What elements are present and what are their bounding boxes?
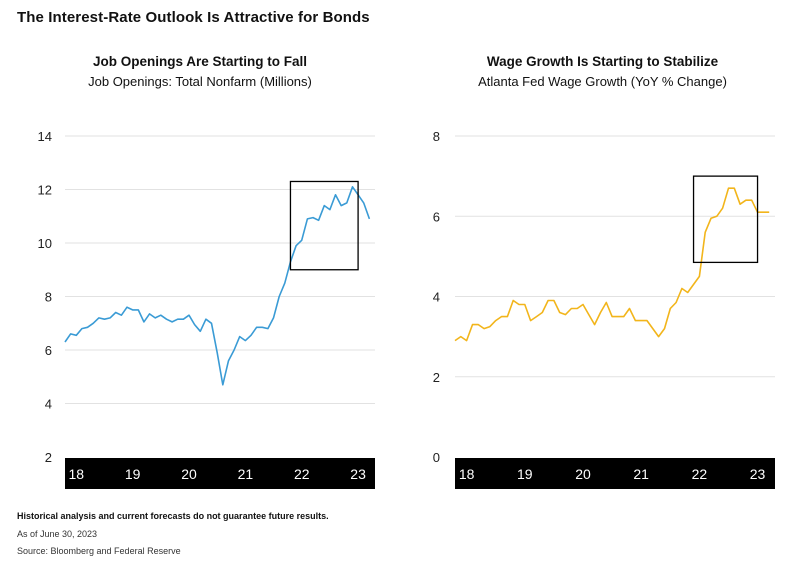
wage-growth-plot: 0 2 4 6 8 18 19 20 21 22 23 (433, 129, 775, 489)
job-openings-plot: 2 4 6 8 10 12 14 18 19 20 21 22 23 (38, 129, 375, 489)
chart-job-openings: Job Openings Are Starting to Fall Job Op… (0, 0, 400, 500)
x-axis-band (455, 458, 775, 489)
x-tick-label: 21 (633, 466, 649, 482)
y-tick-label: 8 (433, 129, 440, 144)
x-tick-label: 23 (750, 466, 766, 482)
y-tick-label: 10 (38, 236, 52, 251)
y-tick-label: 0 (433, 450, 440, 465)
y-tick-label: 4 (45, 397, 52, 412)
highlight-box (692, 175, 759, 264)
chart-title: Wage Growth Is Starting to Stabilize (486, 54, 719, 69)
y-tick-label: 4 (433, 290, 440, 305)
y-tick-label: 8 (45, 290, 52, 305)
y-tick-label: 2 (45, 450, 52, 465)
series-line (454, 187, 770, 342)
x-tick-label: 23 (350, 466, 366, 482)
x-tick-label: 18 (68, 466, 84, 482)
x-tick-label: 19 (517, 466, 533, 482)
source-note: Source: Bloomberg and Federal Reserve (17, 546, 181, 556)
x-tick-label: 22 (692, 466, 708, 482)
y-tick-label: 6 (433, 209, 440, 224)
chart-subtitle: Atlanta Fed Wage Growth (YoY % Change) (478, 74, 727, 89)
y-tick-label: 12 (38, 183, 52, 198)
x-tick-label: 20 (181, 466, 197, 482)
x-tick-label: 22 (294, 466, 310, 482)
y-tick-label: 2 (433, 370, 440, 385)
y-tick-label: 6 (45, 343, 52, 358)
as-of-date: As of June 30, 2023 (17, 529, 98, 539)
y-tick-label: 14 (38, 129, 52, 144)
series-line (64, 186, 371, 386)
chart-wage-growth: Wage Growth Is Starting to Stabilize Atl… (400, 0, 805, 500)
x-tick-label: 18 (459, 466, 475, 482)
disclaimer-note: Historical analysis and current forecast… (17, 511, 329, 521)
x-axis-band (65, 458, 375, 489)
chart-subtitle: Job Openings: Total Nonfarm (Millions) (88, 74, 312, 89)
x-tick-label: 19 (125, 466, 141, 482)
page-title: The Interest-Rate Outlook Is Attractive … (17, 9, 370, 26)
x-tick-label: 20 (575, 466, 591, 482)
highlight-box (289, 180, 359, 271)
chart-title: Job Openings Are Starting to Fall (92, 54, 308, 69)
x-tick-label: 21 (238, 466, 254, 482)
